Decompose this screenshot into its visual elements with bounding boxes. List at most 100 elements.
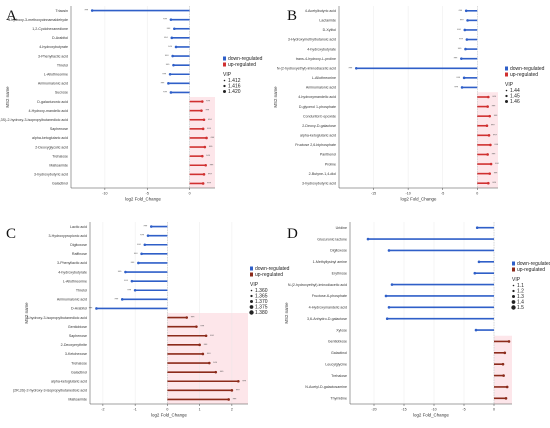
vip-size-dot	[249, 310, 254, 315]
category-label: L-Allothreonine	[312, 76, 336, 80]
category-label: Gentiobiose	[328, 340, 347, 344]
bar-point	[167, 82, 170, 85]
bar-point	[201, 352, 205, 356]
category-label: alpha-ketoglutaric acid	[51, 379, 87, 383]
significance-label: ***	[492, 181, 496, 185]
bar-point	[488, 172, 492, 175]
bar-point	[466, 19, 469, 22]
vip-size-label: 1.380	[255, 310, 268, 316]
x-tick-label: 0	[476, 192, 478, 196]
bar-point	[488, 114, 492, 118]
category-label: 1-Methyllysinyl amine	[313, 260, 347, 264]
category-label: 3-hydroxybutyric acid	[34, 173, 68, 177]
vip-size-label: 1.375	[255, 305, 268, 311]
legend-swatch-down	[223, 56, 226, 61]
vip-size-label: 1.5	[517, 305, 524, 311]
category-label: Saphenose	[69, 334, 87, 338]
significance-label: ***	[166, 63, 170, 67]
significance-label: ***	[458, 47, 462, 51]
bar-point	[174, 45, 178, 49]
bar-point	[366, 237, 370, 241]
bar-point	[140, 252, 143, 256]
category-label: Sucrose	[55, 91, 68, 95]
vip-size-dot	[512, 289, 515, 293]
bar-point	[203, 145, 207, 149]
significance-label: ***	[349, 66, 353, 70]
bar-point	[460, 57, 463, 60]
significance-label: ***	[168, 45, 172, 49]
category-label: Raffinose	[72, 252, 87, 256]
significance-label: ***	[210, 163, 214, 167]
bar-point	[390, 283, 394, 286]
significance-label: ***	[115, 297, 119, 301]
vip-size-dot	[512, 284, 515, 287]
category-label: N-(2-hydroxyethyl)-iminodiacetic acid	[277, 66, 336, 70]
vip-size-dot	[512, 295, 515, 298]
category-label: (2R,3S)-2-hydroxy-3-isopropylbutanedioic…	[13, 389, 87, 393]
category-label: Leucylglycine	[325, 362, 347, 366]
vip-size-dot	[511, 300, 516, 304]
category-label: 4-Hydroxymandelic acid	[309, 306, 347, 310]
bar-point	[474, 328, 478, 332]
vip-size-label: 1.45	[510, 94, 520, 100]
bar-point	[387, 249, 391, 252]
category-label: Panthenol	[320, 153, 336, 157]
bar-point	[487, 134, 491, 137]
bar-point	[95, 307, 98, 310]
y-axis-title: MS2 name	[24, 302, 29, 324]
bar-point	[173, 27, 176, 31]
significance-label: ***	[205, 109, 209, 113]
bar-point	[202, 118, 206, 122]
significance-label: ***	[220, 370, 224, 374]
bar-point	[505, 385, 509, 389]
significance-label: ***	[210, 334, 214, 338]
vip-size-label: 1.1	[517, 283, 524, 289]
significance-label: ***	[140, 234, 144, 238]
category-label: 4-hydroxybutyrate	[39, 45, 68, 49]
vip-legend-title: VIP	[505, 82, 514, 88]
legend-swatch-down	[250, 266, 253, 271]
category-label: 2-Butyne-1,4-diol	[309, 172, 337, 176]
x-axis-title: log2 Fold_Change	[125, 197, 161, 202]
vip-size-label: 1.46	[510, 99, 520, 105]
vip-size-label: 1.416	[228, 84, 241, 90]
significance-label: ***	[456, 76, 460, 80]
bar-point	[487, 181, 490, 185]
x-tick-label: 0	[166, 408, 168, 412]
bar-point	[214, 370, 218, 374]
significance-label: ***	[137, 243, 141, 247]
bar-point	[137, 261, 140, 265]
bar-point	[463, 28, 467, 32]
bar-point	[169, 91, 173, 94]
bar-point	[503, 351, 507, 355]
significance-label: ***	[163, 18, 167, 22]
category-label: D-galacturonic acid	[37, 100, 68, 104]
significance-label: ***	[494, 172, 498, 176]
category-label: Gentiobiose	[68, 325, 87, 329]
significance-label: ***	[458, 9, 462, 13]
bar-point	[168, 72, 172, 76]
category-label: Aminomalonic acid	[38, 82, 68, 86]
significance-label: ***	[204, 343, 208, 347]
category-label: 3-hydroxybutyric acid	[302, 181, 336, 185]
bar-point	[486, 105, 489, 108]
bar-point	[204, 334, 208, 338]
bar-point	[465, 38, 469, 41]
category-label: 4-hydroxybutyrate	[58, 270, 87, 274]
category-label: Saphenose	[50, 127, 68, 131]
vip-size-dot	[249, 305, 254, 309]
bar-point	[133, 288, 137, 292]
legend-swatch-down	[505, 66, 508, 71]
bar-point	[143, 243, 147, 247]
up-regulated-band	[189, 97, 215, 188]
category-label: 4-hydroxybutyrate	[307, 47, 336, 51]
x-tick-label: -15	[371, 192, 376, 196]
y-axis-title: MS2 name	[5, 86, 10, 108]
bar-point	[486, 153, 489, 156]
bar-point	[464, 9, 468, 13]
vip-size-dot	[505, 94, 508, 98]
significance-label: ***	[164, 36, 168, 40]
significance-label: ***	[460, 18, 464, 22]
vip-size-label: 1.44	[510, 88, 520, 94]
